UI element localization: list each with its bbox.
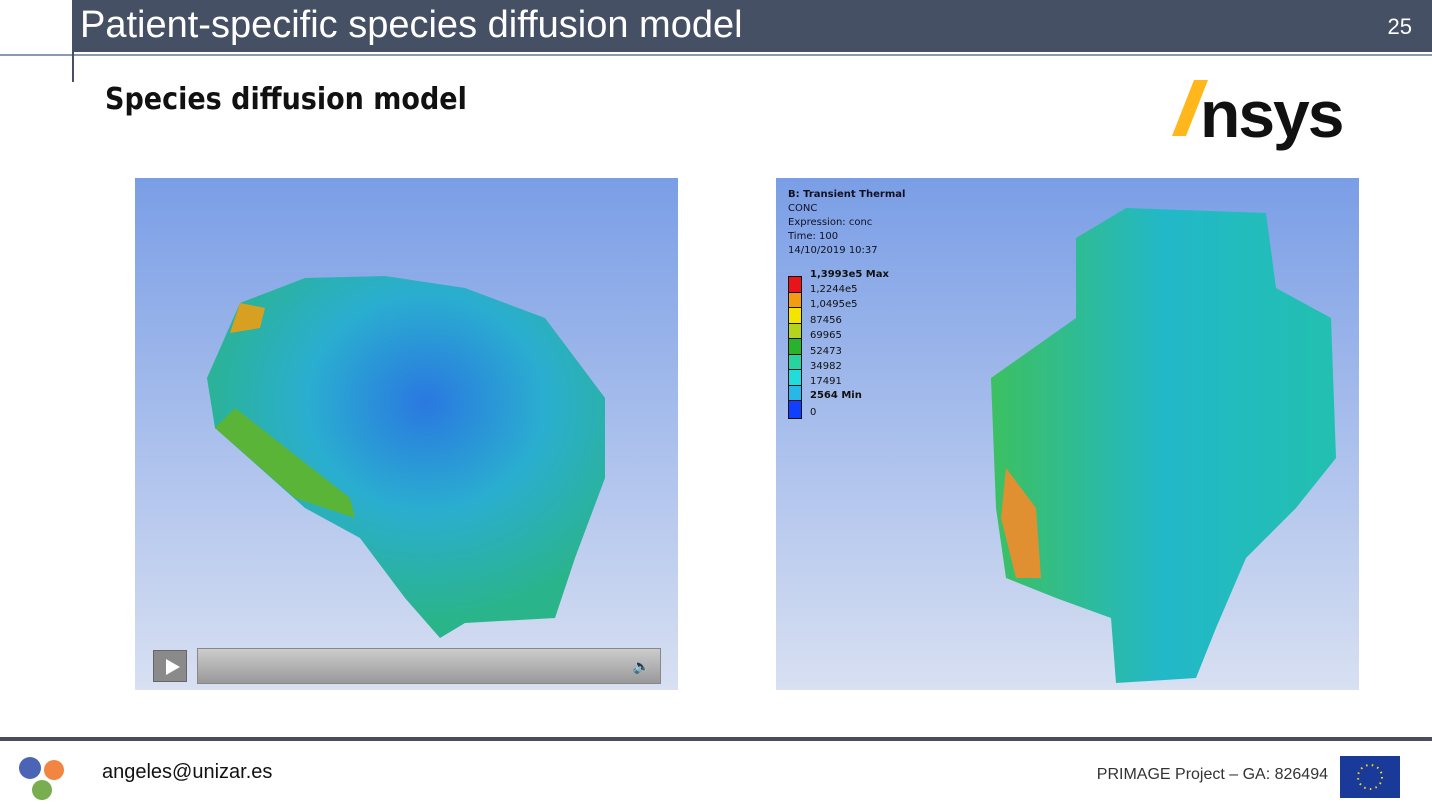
legend-label: 52473 [810,346,842,357]
play-button[interactable] [153,650,187,682]
divider [0,54,1432,56]
legend-label: 1,3993e5 Max [810,269,889,280]
legend-label: 34982 [810,361,842,372]
legend-label: 0 [810,407,817,418]
legend-label: 1,2244e5 [810,284,858,295]
info-line: Time: 100 [788,231,839,242]
slide-header: Patient-specific species diffusion model… [72,0,1432,52]
volume-icon[interactable]: 🔊 [632,658,650,674]
project-label: PRIMAGE Project – GA: 826494 [1096,766,1328,783]
footer-divider [0,737,1432,741]
legend-label: 2564 Min [810,390,862,401]
primage-logo [19,757,64,800]
legend-label: 1,0495e5 [810,299,858,310]
info-line: 14/10/2019 10:37 [788,245,878,256]
legend-swatch [788,339,802,355]
seek-bar[interactable]: 🔊 [197,648,661,684]
legend-swatch [788,323,802,339]
thermal-model-view [991,208,1336,683]
legend-label: 69965 [810,330,842,341]
slide-title: Patient-specific species diffusion model [80,4,743,46]
legend-label: 17491 [810,376,842,387]
divider [72,52,74,82]
slide-number: 25 [1387,14,1412,39]
legend-swatch [788,277,802,293]
legend-swatch [788,385,802,401]
legend-swatch [788,401,802,419]
legend-swatch [788,370,802,386]
eu-flag-icon [1340,756,1400,798]
contact-email: angeles@unizar.es [102,761,273,783]
ansys-logo: nsys [1172,76,1344,152]
legend-swatch [788,354,802,370]
result-info: B: Transient Thermal CONC Expression: co… [788,188,905,258]
video-player[interactable]: 🔊 [135,178,678,690]
legend-label: 87456 [810,315,842,326]
section-title: Species diffusion model [105,82,467,117]
legend-swatch [788,292,802,308]
info-line: B: Transient Thermal [788,189,906,200]
color-legend: 1,3993e5 Max 1,2244e5 1,0495e5 87456 699… [788,269,889,419]
info-line: Expression: conc [788,217,873,228]
legend-swatches [788,276,802,419]
mesh-model-view [207,276,605,638]
info-line: CONC [788,203,818,214]
legend-swatch [788,308,802,324]
simulation-view: B: Transient Thermal CONC Expression: co… [776,178,1359,690]
